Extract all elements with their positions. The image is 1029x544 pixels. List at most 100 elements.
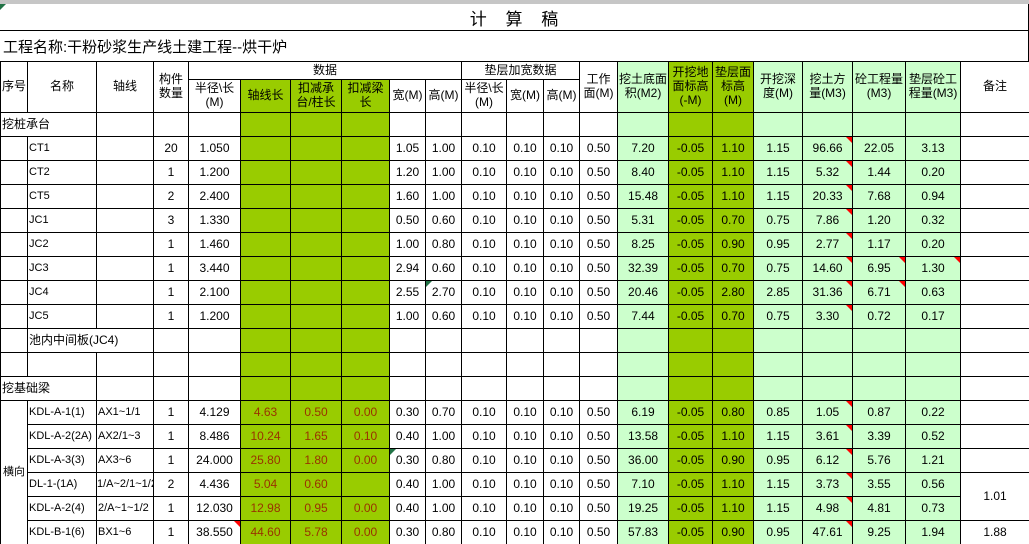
table-cell[interactable]: 3.73 — [802, 472, 854, 497]
table-cell[interactable]: 1.00 — [389, 304, 426, 329]
col-header-cushion-concrete-vol[interactable]: 垫层砼工程量(M3) — [905, 61, 962, 113]
table-cell[interactable] — [240, 184, 291, 209]
table-cell[interactable] — [240, 112, 291, 137]
table-cell[interactable]: BX1~6 — [96, 520, 154, 544]
table-cell[interactable]: 1.94 — [905, 520, 962, 544]
table-cell[interactable]: -0.05 — [668, 208, 714, 233]
table-cell[interactable] — [240, 328, 291, 353]
table-cell[interactable]: 20.33 — [802, 184, 854, 209]
table-cell[interactable]: 20.46 — [617, 280, 670, 305]
table-cell[interactable]: 0.20 — [905, 160, 962, 185]
table-cell[interactable]: 4.98 — [802, 496, 854, 521]
table-cell[interactable]: 0.10 — [461, 280, 508, 305]
table-cell[interactable] — [290, 184, 342, 209]
table-cell[interactable]: 7.86 — [802, 208, 854, 233]
table-cell[interactable]: 0.10 — [506, 256, 545, 281]
table-cell[interactable] — [960, 256, 1029, 281]
table-cell[interactable]: 0.10 — [506, 136, 545, 161]
table-cell[interactable]: 0.10 — [461, 472, 508, 497]
table-cell[interactable] — [341, 328, 390, 353]
table-cell[interactable]: 0.50 — [579, 496, 619, 521]
table-cell[interactable]: 0.50 — [579, 472, 619, 497]
col-header-earth-vol[interactable]: 挖土方量(M3) — [802, 61, 854, 113]
table-cell[interactable] — [960, 160, 1029, 185]
table-cell[interactable]: AX1~1/1 — [96, 400, 154, 425]
table-cell[interactable]: 0.10 — [543, 208, 581, 233]
table-cell[interactable]: -0.05 — [668, 424, 714, 449]
table-cell[interactable] — [579, 112, 619, 137]
col-header-ground-elev[interactable]: 开挖地面标高(-M) — [668, 61, 714, 113]
table-cell[interactable]: 0.10 — [461, 448, 508, 473]
table-cell[interactable] — [96, 256, 154, 281]
table-cell[interactable]: CT1 — [27, 136, 97, 161]
table-cell[interactable] — [153, 112, 189, 137]
table-cell[interactable]: 0.00 — [341, 400, 390, 425]
table-cell[interactable] — [960, 352, 1029, 377]
table-cell[interactable]: 5.76 — [852, 448, 907, 473]
table-cell[interactable]: 0.10 — [461, 496, 508, 521]
table-cell[interactable]: 0.10 — [461, 304, 508, 329]
table-cell[interactable]: 1/A~2/1~1/2 — [96, 472, 154, 497]
table-cell[interactable]: 0.50 — [579, 208, 619, 233]
table-cell[interactable]: 3.440 — [188, 256, 241, 281]
table-cell[interactable] — [424, 328, 463, 353]
table-cell[interactable]: 1.60 — [389, 184, 426, 209]
table-cell[interactable]: 96.66 — [802, 136, 854, 161]
table-cell[interactable] — [341, 256, 390, 281]
table-cell[interactable]: 7.20 — [617, 136, 670, 161]
table-cell[interactable]: 3.61 — [802, 424, 854, 449]
table-cell[interactable]: 0.50 — [579, 448, 619, 473]
table-cell[interactable] — [668, 328, 714, 353]
table-cell[interactable]: 0.52 — [905, 424, 962, 449]
table-cell[interactable]: 8.486 — [188, 424, 241, 449]
table-cell[interactable]: 1 — [153, 496, 189, 521]
table-cell[interactable]: 0.10 — [506, 304, 545, 329]
table-cell[interactable]: 1 — [153, 256, 189, 281]
table-cell[interactable]: 0.40 — [389, 496, 426, 521]
table-cell[interactable]: 0.10 — [506, 232, 545, 257]
table-cell[interactable] — [852, 376, 907, 401]
table-cell[interactable]: 0.10 — [461, 160, 508, 185]
table-cell[interactable]: 14.60 — [802, 256, 854, 281]
table-cell[interactable] — [341, 136, 390, 161]
col-header-cushion-radius[interactable]: 半径\长(M) — [461, 79, 508, 113]
table-cell[interactable]: 0.10 — [461, 256, 508, 281]
table-cell[interactable] — [905, 328, 962, 353]
table-cell[interactable] — [0, 304, 28, 329]
table-cell[interactable] — [617, 328, 670, 353]
table-cell[interactable] — [153, 376, 189, 401]
table-cell[interactable]: 0.60 — [424, 208, 463, 233]
table-cell[interactable] — [506, 112, 545, 137]
table-cell[interactable] — [96, 208, 154, 233]
table-cell[interactable]: 1.65 — [290, 424, 342, 449]
table-cell[interactable]: CT2 — [27, 160, 97, 185]
table-cell[interactable]: 0.50 — [579, 280, 619, 305]
table-cell[interactable] — [0, 280, 28, 305]
table-cell[interactable] — [424, 352, 463, 377]
table-cell[interactable]: 1 — [153, 520, 189, 544]
table-cell[interactable] — [96, 232, 154, 257]
table-cell[interactable]: 1.460 — [188, 232, 241, 257]
table-cell[interactable] — [389, 376, 426, 401]
table-cell[interactable]: 0.10 — [506, 520, 545, 544]
col-header-dig-depth[interactable]: 开挖深度(M) — [753, 61, 804, 113]
table-cell[interactable] — [543, 352, 581, 377]
table-cell[interactable]: 0.30 — [389, 520, 426, 544]
table-cell[interactable] — [852, 352, 907, 377]
table-cell[interactable]: 1.17 — [852, 232, 907, 257]
table-cell[interactable] — [543, 376, 581, 401]
table-cell[interactable] — [712, 112, 755, 137]
table-cell[interactable] — [617, 376, 670, 401]
table-cell[interactable]: 0.70 — [712, 304, 755, 329]
table-cell[interactable] — [341, 184, 390, 209]
table-cell[interactable]: -0.05 — [668, 496, 714, 521]
table-cell[interactable]: 1.15 — [753, 496, 804, 521]
table-cell[interactable]: 0.50 — [579, 520, 619, 544]
col-header-cushion-elev[interactable]: 垫层面标高(M) — [712, 61, 755, 113]
table-cell[interactable]: 0.10 — [543, 136, 581, 161]
table-cell[interactable] — [579, 376, 619, 401]
table-cell[interactable]: 0.10 — [461, 208, 508, 233]
table-cell[interactable]: 1 — [153, 424, 189, 449]
table-cell[interactable] — [96, 184, 154, 209]
table-cell[interactable]: 0.10 — [543, 400, 581, 425]
